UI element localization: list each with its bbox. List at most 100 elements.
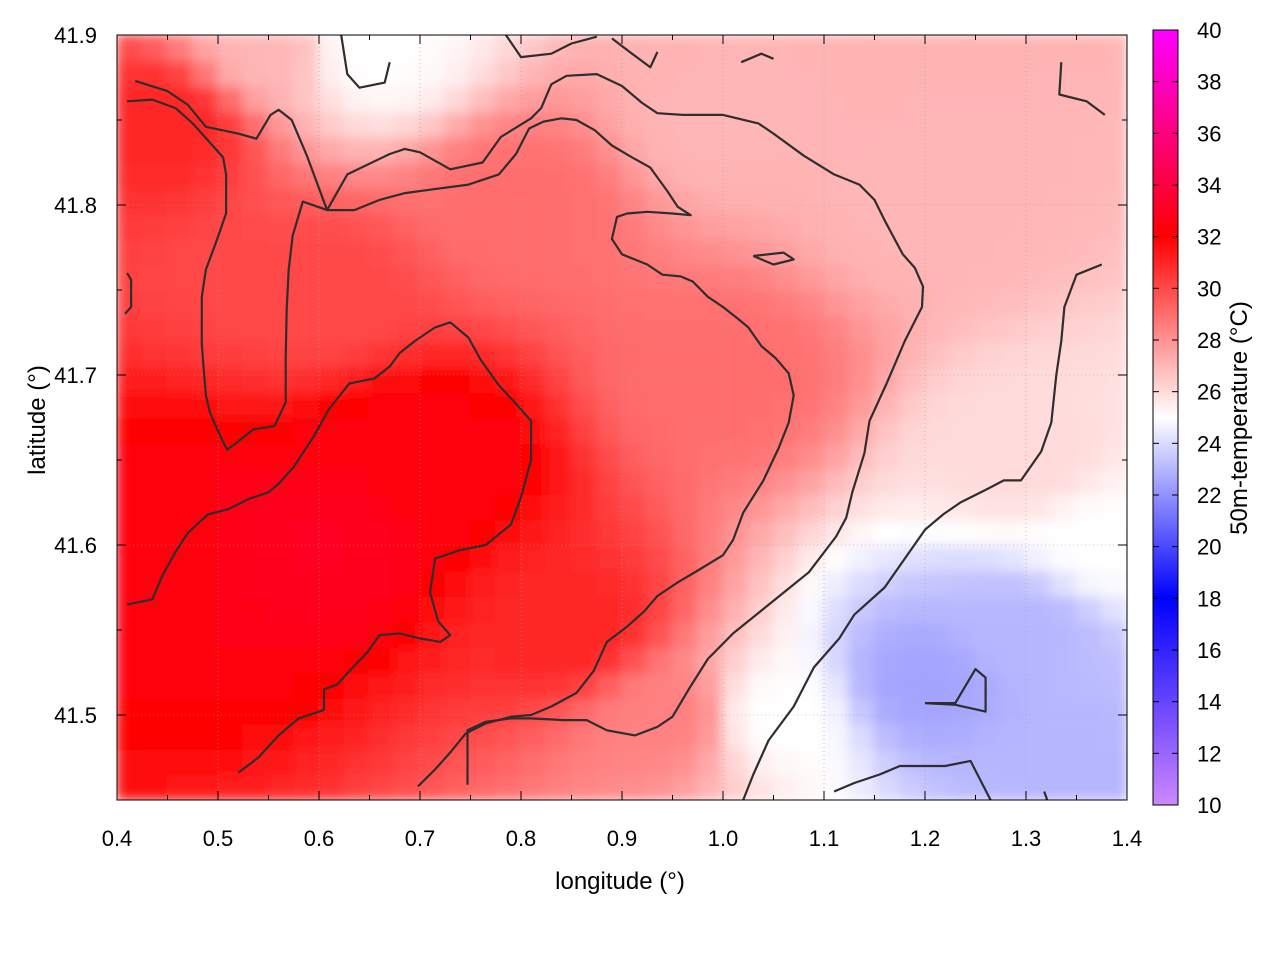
- heatmap-cell: [141, 212, 169, 240]
- heatmap-cell: [368, 136, 396, 164]
- heatmap-cell: [1075, 467, 1103, 495]
- heatmap-cell: [621, 646, 649, 674]
- heatmap-cell: [318, 85, 346, 113]
- heatmap-cell: [974, 85, 1002, 113]
- heatmap-cell: [747, 212, 775, 240]
- heatmap-cell: [191, 722, 219, 750]
- heatmap-cell: [722, 391, 750, 419]
- heatmap-cell: [823, 748, 851, 776]
- heatmap-cell: [393, 493, 421, 521]
- heatmap-cell: [1050, 569, 1078, 597]
- heatmap-cell: [242, 187, 270, 215]
- heatmap-cell: [520, 722, 548, 750]
- heatmap-cell: [747, 85, 775, 113]
- heatmap-cell: [924, 620, 952, 648]
- heatmap-cell: [595, 187, 623, 215]
- heatmap-cell: [823, 212, 851, 240]
- heatmap-cell: [368, 110, 396, 138]
- heatmap-cell: [924, 59, 952, 87]
- heatmap-cell: [823, 722, 851, 750]
- heatmap-cell: [747, 493, 775, 521]
- heatmap-cell: [191, 773, 219, 800]
- heatmap-cell: [545, 671, 573, 699]
- heatmap-cell: [873, 340, 901, 368]
- heatmap-cell: [595, 314, 623, 342]
- heatmap-cell: [646, 646, 674, 674]
- heatmap-cell: [419, 416, 447, 444]
- heatmap-cell: [292, 263, 320, 291]
- heatmap-cell: [1025, 518, 1053, 546]
- heatmap-cell: [1050, 340, 1078, 368]
- heatmap-cell: [368, 773, 396, 800]
- heatmap-cell: [1100, 493, 1127, 521]
- heatmap-cell: [949, 289, 977, 317]
- heatmap-cell: [1050, 263, 1078, 291]
- heatmap-cell: [318, 671, 346, 699]
- heatmap-cell: [974, 263, 1002, 291]
- heatmap-cell: [898, 263, 926, 291]
- heatmap-cell: [999, 569, 1027, 597]
- heatmap-cell: [570, 391, 598, 419]
- heatmap-cell: [974, 620, 1002, 648]
- heatmap-cell: [898, 391, 926, 419]
- heatmap-cell: [292, 646, 320, 674]
- heatmap-cell: [848, 35, 876, 62]
- heatmap-cell: [797, 620, 825, 648]
- heatmap-cell: [1050, 620, 1078, 648]
- heatmap-cell: [722, 646, 750, 674]
- heatmap-cell: [1025, 722, 1053, 750]
- heatmap-cell: [999, 136, 1027, 164]
- heatmap-cell: [545, 212, 573, 240]
- heatmap-cell: [545, 773, 573, 800]
- heatmap-cell: [469, 416, 497, 444]
- heatmap-cell: [570, 518, 598, 546]
- heatmap-cell: [696, 263, 724, 291]
- heatmap-cell: [1050, 518, 1078, 546]
- heatmap-cell: [469, 35, 497, 62]
- heatmap-cell: [520, 365, 548, 393]
- heatmap-cell: [494, 595, 522, 623]
- heatmap-cell: [1100, 416, 1127, 444]
- heatmap-cell: [393, 544, 421, 572]
- heatmap-cell: [469, 493, 497, 521]
- x-tick-labels: 0.4 0.5 0.6 0.7 0.8 0.9 1.0 1.1 1.2 1.3 1.4: [102, 826, 1143, 851]
- heatmap-cell: [848, 59, 876, 87]
- heatmap-cell: [949, 773, 977, 800]
- heatmap-cell: [1050, 212, 1078, 240]
- heatmap-cell: [191, 544, 219, 572]
- heatmap-cell: [242, 595, 270, 623]
- heatmap-cell: [368, 187, 396, 215]
- heatmap-cell: [924, 314, 952, 342]
- heatmap-cell: [141, 518, 169, 546]
- heatmap-cell: [292, 493, 320, 521]
- heatmap-cell: [117, 365, 144, 393]
- heatmap-cell: [393, 238, 421, 266]
- heatmap-cell: [1025, 110, 1053, 138]
- heatmap-cell: [141, 671, 169, 699]
- heatmap-cell: [696, 595, 724, 623]
- heatmap-cell: [1025, 85, 1053, 113]
- heatmap-cell: [797, 289, 825, 317]
- heatmap-cell: [217, 722, 245, 750]
- heatmap-cell: [1025, 340, 1053, 368]
- heatmap-cell: [191, 518, 219, 546]
- heatmap-cell: [368, 263, 396, 291]
- heatmap-cell: [242, 289, 270, 317]
- heatmap-cell: [1100, 263, 1127, 291]
- heatmap-cell: [823, 671, 851, 699]
- contour-lines: [124, 35, 1106, 800]
- heatmap-cell: [999, 289, 1027, 317]
- heatmap-cell: [898, 467, 926, 495]
- colorbar-label: 50m-temperature (°C): [1226, 301, 1253, 535]
- heatmap-cell: [191, 136, 219, 164]
- heatmap-cell: [1100, 467, 1127, 495]
- heatmap-cell: [646, 773, 674, 800]
- heatmap-cell: [469, 391, 497, 419]
- heatmap-cell: [419, 671, 447, 699]
- heatmap-cell: [671, 544, 699, 572]
- heatmap-cell: [797, 35, 825, 62]
- heatmap-cell: [772, 314, 800, 342]
- heatmap-cell: [1050, 671, 1078, 699]
- heatmap-cell: [621, 212, 649, 240]
- heatmap-cell: [1025, 365, 1053, 393]
